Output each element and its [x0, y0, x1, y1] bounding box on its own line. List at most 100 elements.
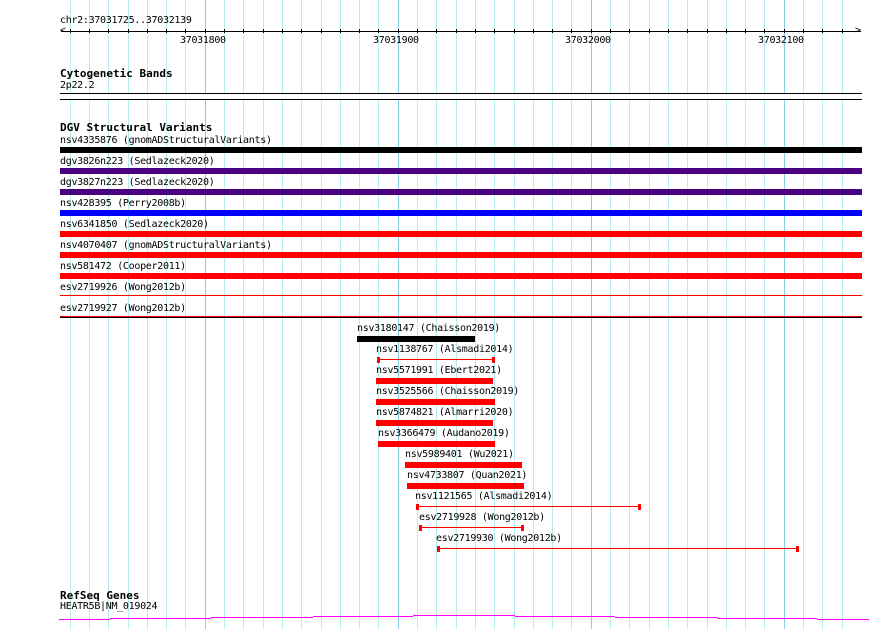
ruler-tick: [243, 29, 244, 33]
variant-label[interactable]: nsv4070407 (gnomADStructuralVariants): [60, 240, 272, 251]
ruler-tick: [224, 29, 225, 33]
ruler-tick: [842, 29, 843, 33]
variant-label[interactable]: nsv428395 (Perry2008b): [60, 198, 186, 209]
variant-label[interactable]: nsv4335876 (gnomADStructuralVariants): [60, 135, 272, 146]
grid-line: [243, 0, 244, 629]
variant-line[interactable]: [377, 359, 494, 360]
variant-bar[interactable]: [60, 189, 862, 195]
variant-bar[interactable]: [60, 252, 862, 258]
variant-bar[interactable]: [407, 483, 524, 489]
grid-line: [456, 0, 457, 629]
gene-segment[interactable]: [615, 617, 717, 618]
variant-bar[interactable]: [60, 147, 862, 153]
ruler-tick: [764, 29, 765, 33]
variant-end-cap: [638, 504, 641, 510]
ruler-tick: [533, 29, 534, 33]
gene-segment[interactable]: [817, 619, 869, 620]
variant-label[interactable]: nsv6341850 (Sedlazeck2020): [60, 219, 209, 230]
grid-line: [436, 0, 437, 629]
variant-label[interactable]: nsv3525566 (Chaisson2019): [376, 386, 520, 397]
variant-end-cap: [437, 546, 440, 552]
variant-bar[interactable]: [378, 441, 495, 447]
grid-line: [147, 0, 148, 629]
variant-line[interactable]: [419, 527, 523, 528]
grid-line: [89, 0, 90, 629]
variant-label[interactable]: dgv3827n223 (Sedlazeck2020): [60, 177, 215, 188]
tick-label: 37031800: [180, 35, 226, 46]
ruler-tick: [475, 29, 476, 33]
gene-segment[interactable]: [413, 615, 515, 616]
variant-label[interactable]: esv2719926 (Wong2012b): [60, 282, 186, 293]
ruler-tick: [726, 29, 727, 33]
ruler-tick: [514, 29, 515, 33]
grid-line: [649, 0, 650, 629]
gene-segment[interactable]: [717, 618, 817, 619]
gene-segment[interactable]: [313, 616, 413, 617]
ruler-tick: [494, 29, 495, 33]
variant-label[interactable]: nsv5874821 (Almarri2020): [376, 407, 514, 418]
variant-bar[interactable]: [376, 378, 493, 384]
variant-label[interactable]: nsv5989401 (Wu2021): [405, 449, 514, 460]
cytoband-bar[interactable]: [60, 93, 862, 100]
ruler-tick: [649, 29, 650, 33]
variant-label[interactable]: nsv1138767 (Alsmadi2014): [376, 344, 514, 355]
variant-end-cap: [492, 357, 495, 363]
variant-bar[interactable]: [60, 273, 862, 279]
ruler-tick: [687, 29, 688, 33]
gene-segment[interactable]: [59, 619, 110, 620]
variant-label[interactable]: nsv5571991 (Ebert2021): [376, 365, 502, 376]
grid-line: [128, 0, 129, 629]
ruler-tick: [398, 29, 399, 33]
track-divider: [60, 317, 862, 318]
variant-bar[interactable]: [357, 336, 475, 342]
ruler-tick: [803, 29, 804, 33]
gene-segment[interactable]: [515, 616, 615, 617]
tick-label: 37032000: [565, 35, 611, 46]
grid-line: [224, 0, 225, 629]
variant-label[interactable]: esv2719930 (Wong2012b): [436, 533, 562, 544]
variant-line[interactable]: [416, 506, 640, 507]
grid-line: [726, 0, 727, 629]
grid-line: [707, 0, 708, 629]
ruler-line: [61, 31, 861, 32]
tick-label: 37031900: [373, 35, 419, 46]
variant-bar[interactable]: [376, 420, 493, 426]
gene-segment[interactable]: [110, 618, 211, 619]
ruler-tick: [128, 29, 129, 33]
variant-line[interactable]: [60, 316, 862, 317]
track-title: Cytogenetic Bands: [60, 67, 173, 80]
variant-label[interactable]: nsv3366479 (Audano2019): [378, 428, 510, 439]
variant-line[interactable]: [437, 548, 798, 549]
variant-bar[interactable]: [60, 231, 862, 237]
variant-label[interactable]: dgv3826n223 (Sedlazeck2020): [60, 156, 215, 167]
grid-line: [417, 0, 418, 629]
variant-end-cap: [796, 546, 799, 552]
variant-line[interactable]: [60, 295, 862, 296]
grid-line: [610, 0, 611, 629]
variant-end-cap: [521, 525, 524, 531]
grid-line: [340, 0, 341, 629]
grid-line: [398, 0, 399, 629]
grid-line: [301, 0, 302, 629]
variant-bar[interactable]: [376, 399, 495, 405]
variant-label[interactable]: nsv4733807 (Quan2021): [407, 470, 528, 481]
variant-bar[interactable]: [405, 462, 522, 468]
ruler-tick: [822, 29, 823, 33]
variant-label[interactable]: nsv581472 (Cooper2011): [60, 261, 186, 272]
grid-line: [822, 0, 823, 629]
tick-label: 37032100: [758, 35, 804, 46]
arrow-left-icon[interactable]: <: [60, 25, 66, 36]
variant-bar[interactable]: [60, 210, 862, 216]
gene-segment[interactable]: [211, 617, 313, 618]
grid-line: [784, 0, 785, 629]
variant-label[interactable]: nsv1121565 (Alsmadi2014): [415, 491, 553, 502]
ruler-tick: [108, 29, 109, 33]
variant-label[interactable]: esv2719928 (Wong2012b): [419, 512, 545, 523]
variant-bar[interactable]: [60, 168, 862, 174]
ruler-tick: [784, 29, 785, 33]
grid-line: [571, 0, 572, 629]
variant-label[interactable]: nsv3180147 (Chaisson2019): [357, 323, 501, 334]
variant-label[interactable]: esv2719927 (Wong2012b): [60, 303, 186, 314]
grid-line: [745, 0, 746, 629]
arrow-right-icon[interactable]: >: [855, 25, 861, 36]
